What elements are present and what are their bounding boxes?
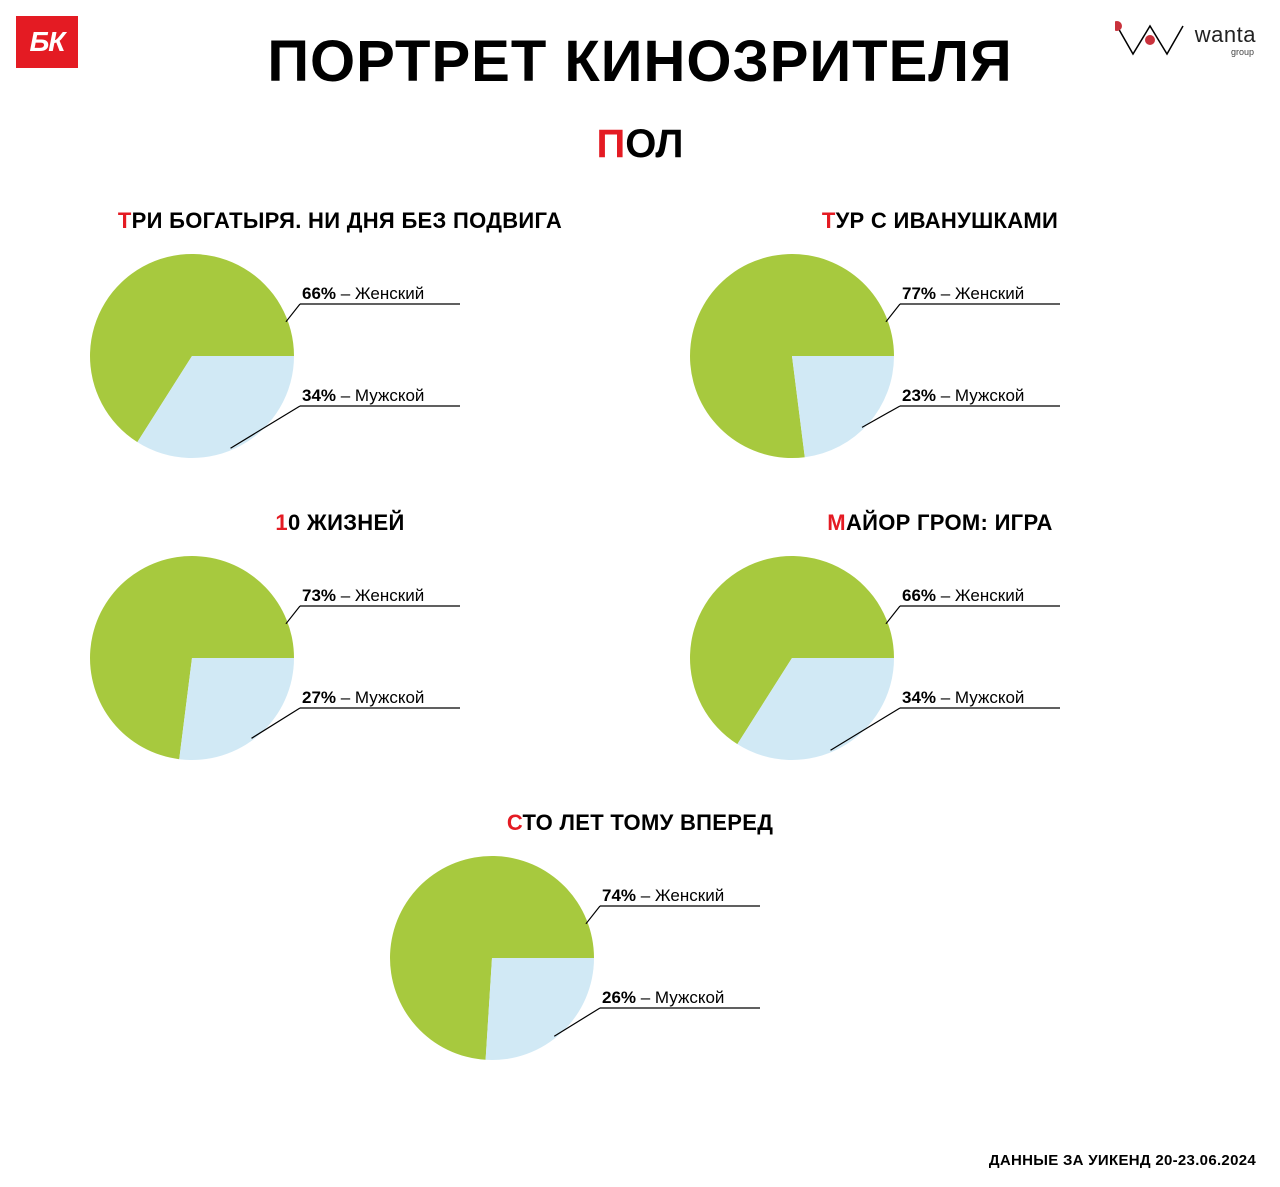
chart-cell-3: 10 ЖИЗНЕЙ 73% – Женский 27% – Мужской bbox=[60, 510, 620, 776]
pie-label-female: 74% – Женский bbox=[602, 886, 724, 906]
chart-title-first: Т bbox=[118, 208, 132, 233]
subtitle-rest: ОЛ bbox=[625, 122, 683, 166]
chart-cell-1: ТРИ БОГАТЫРЯ. НИ ДНЯ БЕЗ ПОДВИГА 66% – Ж… bbox=[60, 208, 620, 474]
chart-body: 77% – Женский 23% – Мужской bbox=[660, 254, 1220, 474]
chart-body: 66% – Женский 34% – Мужской bbox=[60, 254, 620, 474]
chart-cell-4: МАЙОР ГРОМ: ИГРА 66% – Женский 34% – Мужс… bbox=[660, 510, 1220, 776]
chart-title: МАЙОР ГРОМ: ИГРА bbox=[660, 510, 1220, 536]
pie-label-male: 26% – Мужской bbox=[602, 988, 724, 1008]
chart-title-rest: ТО ЛЕТ ТОМУ ВПЕРЕД bbox=[522, 810, 773, 835]
chart-title-rest: РИ БОГАТЫРЯ. НИ ДНЯ БЕЗ ПОДВИГА bbox=[132, 208, 563, 233]
page-subtitle: ПОЛ bbox=[0, 122, 1280, 167]
chart-title-rest: 0 ЖИЗНЕЙ bbox=[288, 510, 405, 535]
pie-label-male: 27% – Мужской bbox=[302, 688, 424, 708]
subtitle-first-letter: П bbox=[597, 122, 626, 166]
chart-title-first: М bbox=[827, 510, 846, 535]
page-root: БК wanta group ПОРТРЕТ КИНОЗРИТЕЛЯ ПОЛ Т… bbox=[0, 0, 1280, 1187]
chart-body: 74% – Женский 26% – Мужской bbox=[360, 856, 920, 1076]
chart-title-rest: УР С ИВАНУШКАМИ bbox=[836, 208, 1059, 233]
chart-cell-5: СТО ЛЕТ ТОМУ ВПЕРЕД 74% – Женский 26% – М… bbox=[360, 810, 920, 1076]
chart-title-rest: АЙОР ГРОМ: ИГРА bbox=[846, 510, 1053, 535]
chart-body: 66% – Женский 34% – Мужской bbox=[660, 556, 1220, 776]
pie-label-female: 77% – Женский bbox=[902, 284, 1024, 304]
pie-slice-male bbox=[179, 658, 294, 760]
pie-label-female: 73% – Женский bbox=[302, 586, 424, 606]
pie-slice-male bbox=[486, 958, 594, 1060]
pie-label-female: 66% – Женский bbox=[302, 284, 424, 304]
pie-label-female: 66% – Женский bbox=[902, 586, 1024, 606]
footer-text: ДАННЫЕ ЗА УИКЕНД 20-23.06.2024 bbox=[989, 1152, 1256, 1169]
chart-title: ТРИ БОГАТЫРЯ. НИ ДНЯ БЕЗ ПОДВИГА bbox=[60, 208, 620, 234]
pie-label-male: 34% – Мужской bbox=[902, 688, 1024, 708]
chart-title-first: С bbox=[507, 810, 523, 835]
chart-body: 73% – Женский 27% – Мужской bbox=[60, 556, 620, 776]
pie-label-male: 34% – Мужской bbox=[302, 386, 424, 406]
page-title: ПОРТРЕТ КИНОЗРИТЕЛЯ bbox=[0, 28, 1280, 95]
pie-slice-male bbox=[792, 356, 894, 457]
chart-cell-2: ТУР С ИВАНУШКАМИ 77% – Женский 23% – Мужс… bbox=[660, 208, 1220, 474]
chart-title: СТО ЛЕТ ТОМУ ВПЕРЕД bbox=[360, 810, 920, 836]
chart-title: ТУР С ИВАНУШКАМИ bbox=[660, 208, 1220, 234]
chart-title: 10 ЖИЗНЕЙ bbox=[60, 510, 620, 536]
chart-title-first: Т bbox=[822, 208, 836, 233]
chart-title-first: 1 bbox=[275, 510, 288, 535]
pie-label-male: 23% – Мужской bbox=[902, 386, 1024, 406]
